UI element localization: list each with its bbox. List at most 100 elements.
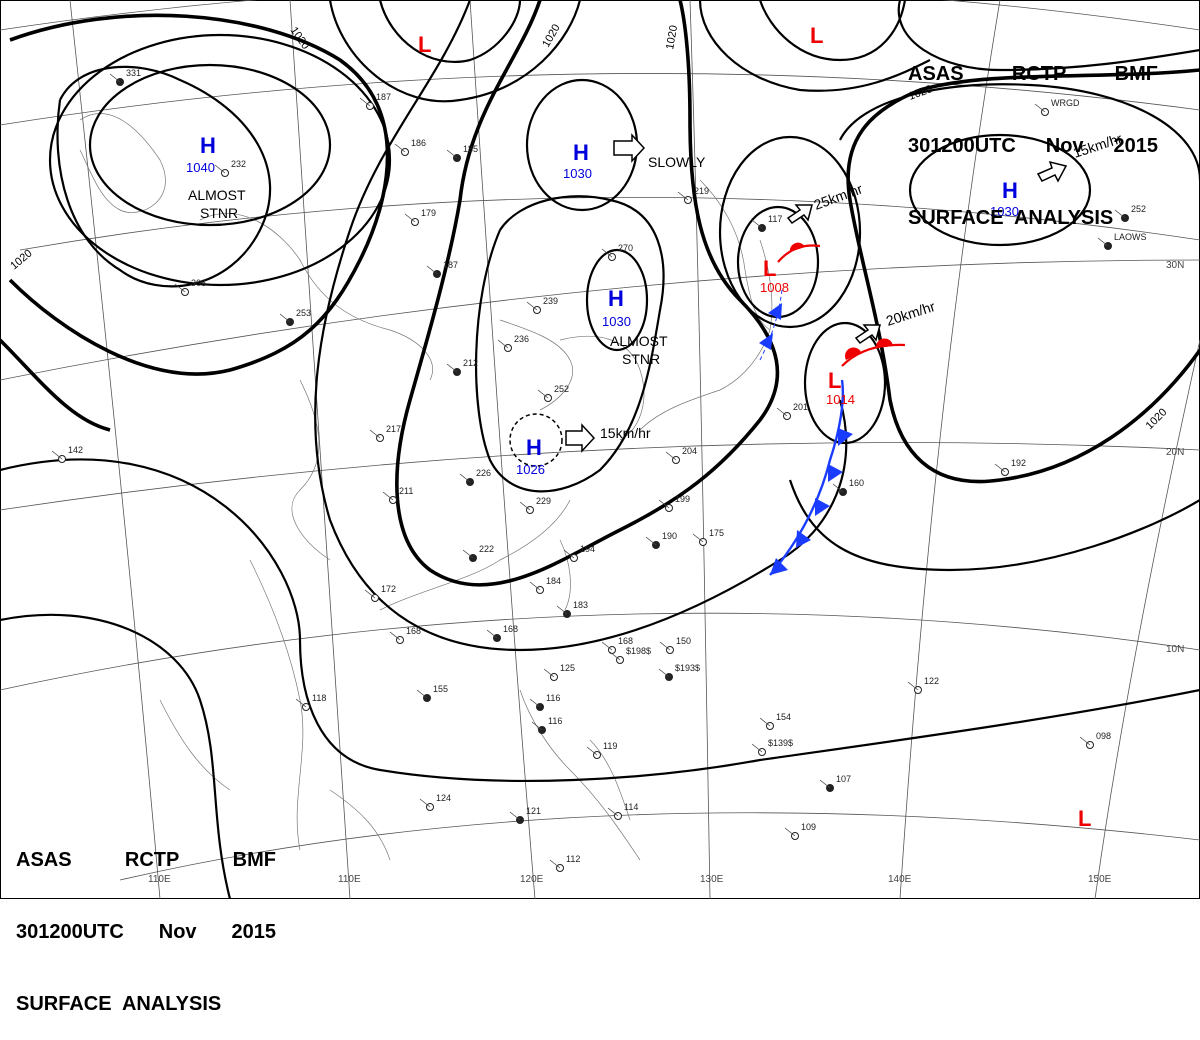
header-code: BMF <box>1114 63 1158 85</box>
header-product: ASAS <box>908 63 964 85</box>
low-symbol: L <box>828 368 841 393</box>
wind-barb <box>537 389 549 399</box>
high-center: H 1030 <box>602 286 631 329</box>
low-symbol: L <box>1078 806 1091 831</box>
station-value: WRGD <box>1051 98 1080 108</box>
wind-barb <box>819 779 831 789</box>
station-value: 154 <box>776 712 791 722</box>
low-northeast: L <box>810 23 823 48</box>
wind-barb <box>677 191 689 201</box>
station-value: 204 <box>682 446 697 456</box>
station-value: 252 <box>554 384 569 394</box>
wind-barb <box>529 698 541 708</box>
wind-barb <box>394 143 406 153</box>
high-symbol: H <box>526 435 542 460</box>
wind-barb <box>364 589 376 599</box>
wind-barb <box>751 743 763 753</box>
station-value: 190 <box>662 531 677 541</box>
header-title: SURFACE ANALYSIS <box>908 207 1114 229</box>
header-title: SURFACE ANALYSIS <box>16 993 222 1015</box>
motion-label: ALMOST <box>610 333 668 349</box>
station-value: 211 <box>399 486 413 496</box>
isobar-label: 1020 <box>664 24 680 50</box>
station-value: 219 <box>694 186 709 196</box>
low-southeast: L <box>1078 806 1091 831</box>
header-year: 2015 <box>231 921 276 943</box>
low-pacific: L 1014 <box>826 368 855 407</box>
lon-label-110b: 110E <box>338 874 361 885</box>
high-west: H 1040 <box>186 133 216 175</box>
station-value: 331 <box>126 68 141 78</box>
wind-barb <box>382 491 394 501</box>
station-value: 116 <box>546 693 560 703</box>
station-value: 175 <box>709 528 724 538</box>
wind-barb <box>751 219 763 229</box>
station-value: 183 <box>573 600 588 610</box>
motion-arrows <box>565 133 1068 453</box>
motion-label: 20km/hr <box>884 298 937 329</box>
station-value: 155 <box>433 684 448 694</box>
station-value: 192 <box>1011 458 1026 468</box>
wind-barb <box>526 301 538 311</box>
wind-barb <box>359 97 371 107</box>
station-value: 117 <box>768 214 782 224</box>
station-value: 116 <box>548 716 562 726</box>
wind-barb <box>509 811 521 821</box>
motion-label: ALMOST <box>188 187 246 203</box>
lat-label-10: 10N <box>1166 644 1184 655</box>
station-value: $198$ <box>626 646 651 656</box>
wind-barb <box>419 798 431 808</box>
header-top: ASAS RCTP BMF 301200UTC Nov 2015 SURFACE… <box>908 14 1198 254</box>
lon-label-110: 110E <box>148 874 171 885</box>
lat-label-30: 30N <box>1166 260 1184 271</box>
station-value: 168 <box>503 624 518 634</box>
station-value: $139$ <box>768 738 793 748</box>
wind-barb <box>446 363 458 373</box>
axis-labels: 110E 110E 120E 130E 140E 150E 30N 20N 10… <box>148 260 1184 885</box>
high-value: 1040 <box>186 160 215 175</box>
wind-barb <box>529 581 541 591</box>
wind-barb <box>295 698 307 708</box>
station-value: 142 <box>68 445 83 455</box>
motion-label: STNR <box>200 205 238 221</box>
wind-barb <box>994 463 1006 473</box>
high-symbol: H <box>573 140 589 165</box>
wind-barb <box>759 717 771 727</box>
motion-label: SLOWLY <box>648 154 706 170</box>
station-value: 217 <box>386 424 401 434</box>
station-value: 098 <box>1096 731 1111 741</box>
high-symbol: H <box>608 286 624 311</box>
station-value: 194 <box>580 544 595 554</box>
wind-barb <box>601 641 613 651</box>
wind-barb <box>531 721 543 731</box>
wind-barb <box>645 536 657 546</box>
wind-barb <box>692 533 704 543</box>
station-value: 125 <box>560 663 575 673</box>
station-value: 212 <box>463 358 478 368</box>
lon-label-140: 140E <box>888 874 912 885</box>
wind-barb <box>609 651 621 661</box>
wind-barb <box>1079 736 1091 746</box>
wind-barb <box>174 283 186 293</box>
header-bottom: ASAS RCTP BMF 301200UTC Nov 2015 SURFACE… <box>16 800 306 1040</box>
station-value: 109 <box>801 822 816 832</box>
lon-label-120: 120E <box>520 874 544 885</box>
high-value: 1030 <box>563 166 592 181</box>
station-value: 252 <box>1131 204 1146 214</box>
station-value: 270 <box>618 243 633 253</box>
wind-barb <box>543 668 555 678</box>
station-value: 222 <box>479 544 494 554</box>
header-center: RCTP <box>1011 63 1067 85</box>
header-datetime: 301200UTC <box>16 921 124 943</box>
motion-label: 15km/hr <box>600 425 651 441</box>
station-value: 119 <box>603 741 617 751</box>
low-japan: L 1008 <box>760 256 789 295</box>
wind-barb <box>556 605 568 615</box>
high-symbol: H <box>1002 178 1018 203</box>
station-value: 150 <box>676 636 691 646</box>
wind-barb <box>601 248 613 258</box>
wind-barb <box>369 429 381 439</box>
station-value: 168 <box>406 626 421 636</box>
wind-barb <box>416 689 428 699</box>
wind-barb <box>426 265 438 275</box>
